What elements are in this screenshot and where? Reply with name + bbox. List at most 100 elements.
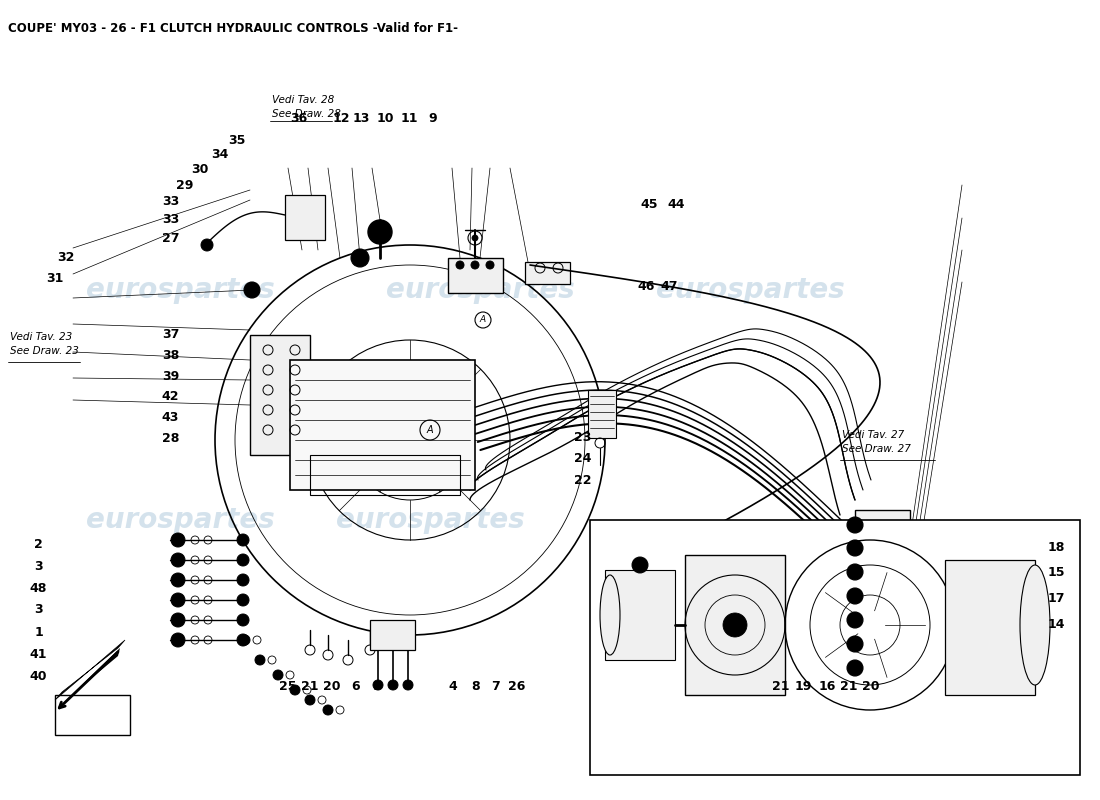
Circle shape (273, 670, 283, 680)
Text: 33: 33 (162, 195, 179, 208)
Circle shape (240, 635, 250, 645)
Text: 16: 16 (818, 680, 836, 693)
Text: 34: 34 (211, 148, 229, 161)
Text: 18: 18 (1047, 541, 1065, 554)
Bar (370, 620, 415, 650)
Text: See Draw. 27: See Draw. 27 (842, 444, 911, 454)
Circle shape (170, 593, 185, 607)
Polygon shape (55, 640, 125, 700)
Circle shape (847, 564, 864, 580)
Text: 43: 43 (162, 411, 179, 424)
Circle shape (323, 705, 333, 715)
Circle shape (244, 282, 260, 298)
Text: 29: 29 (176, 179, 194, 192)
Circle shape (486, 261, 494, 269)
Circle shape (170, 613, 185, 627)
Text: 48: 48 (30, 582, 47, 594)
Bar (285, 195, 324, 240)
Text: 33: 33 (162, 213, 179, 226)
Text: Vedi Tav. 23: Vedi Tav. 23 (10, 332, 73, 342)
Circle shape (373, 680, 383, 690)
Polygon shape (58, 648, 120, 708)
Text: 47: 47 (660, 280, 678, 293)
Text: 2: 2 (34, 538, 43, 550)
Text: Vedi Tav. 27: Vedi Tav. 27 (842, 430, 904, 440)
Text: 12: 12 (332, 112, 350, 125)
Circle shape (255, 655, 265, 665)
Text: 35: 35 (228, 134, 245, 146)
Text: 11: 11 (400, 112, 418, 125)
Text: 32: 32 (57, 251, 75, 264)
Circle shape (851, 640, 859, 648)
Text: A: A (480, 315, 486, 325)
Bar (250, 335, 310, 455)
Circle shape (170, 573, 185, 587)
Circle shape (385, 415, 435, 465)
Circle shape (851, 521, 859, 529)
Text: eurospartes: eurospartes (86, 276, 274, 304)
Text: 30: 30 (191, 163, 209, 176)
Text: 20: 20 (323, 680, 341, 693)
Bar (55, 695, 130, 735)
Text: 25: 25 (279, 680, 297, 693)
Circle shape (403, 680, 412, 690)
Text: eurospartes: eurospartes (336, 506, 525, 534)
Text: 39: 39 (162, 370, 179, 382)
Circle shape (170, 553, 185, 567)
Bar (525, 262, 570, 284)
Text: 44: 44 (668, 198, 685, 210)
Circle shape (851, 592, 859, 600)
Text: A: A (427, 425, 433, 435)
Text: eurospartes: eurospartes (386, 276, 574, 304)
Bar (310, 455, 460, 495)
Ellipse shape (600, 575, 620, 655)
Circle shape (290, 685, 300, 695)
Text: 38: 38 (162, 349, 179, 362)
Text: 14: 14 (1047, 618, 1065, 630)
Text: 23: 23 (574, 431, 592, 444)
Text: 17: 17 (1047, 592, 1065, 605)
Text: 20: 20 (862, 680, 880, 693)
Bar (290, 360, 475, 490)
Circle shape (472, 235, 478, 241)
Circle shape (851, 616, 859, 624)
Ellipse shape (1020, 565, 1050, 685)
Text: eurospartes: eurospartes (86, 506, 274, 534)
Text: 21: 21 (772, 680, 790, 693)
Text: Vedi Tav. 28: Vedi Tav. 28 (272, 95, 334, 105)
Circle shape (471, 261, 478, 269)
Circle shape (201, 239, 213, 251)
Circle shape (456, 261, 464, 269)
Text: 19: 19 (794, 680, 812, 693)
Bar (588, 390, 616, 438)
Circle shape (847, 660, 864, 676)
Circle shape (170, 533, 185, 547)
Circle shape (847, 588, 864, 604)
Text: 46: 46 (637, 280, 654, 293)
Text: 21: 21 (840, 680, 858, 693)
Text: 9: 9 (428, 112, 437, 125)
Text: See Draw. 28: See Draw. 28 (272, 109, 341, 119)
Circle shape (368, 220, 392, 244)
Circle shape (388, 680, 398, 690)
Circle shape (632, 557, 648, 573)
Circle shape (236, 554, 249, 566)
Text: 28: 28 (162, 432, 179, 445)
Text: 6: 6 (351, 680, 360, 693)
Text: 45: 45 (640, 198, 658, 210)
Text: eurospartes: eurospartes (656, 276, 845, 304)
Circle shape (847, 517, 864, 533)
Bar (605, 570, 675, 660)
Text: 41: 41 (30, 648, 47, 661)
Circle shape (847, 612, 864, 628)
Circle shape (236, 594, 249, 606)
Text: See Draw. 23: See Draw. 23 (10, 346, 79, 356)
Text: 7: 7 (491, 680, 499, 693)
Text: 27: 27 (162, 232, 179, 245)
Circle shape (351, 249, 369, 267)
Circle shape (236, 534, 249, 546)
Circle shape (236, 574, 249, 586)
Circle shape (305, 695, 315, 705)
Circle shape (851, 664, 859, 672)
Text: 26: 26 (508, 680, 526, 693)
